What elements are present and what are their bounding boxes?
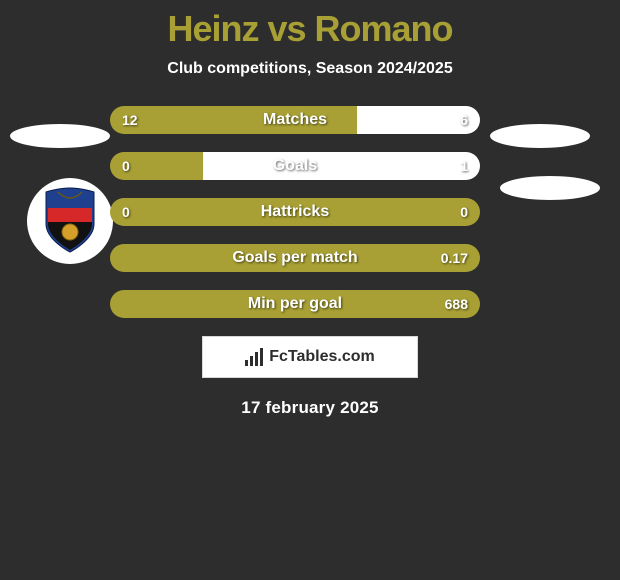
stat-row: Min per goal 688 [0,290,620,318]
bar-left-fill [110,152,203,180]
stat-row: 12 Matches 6 [0,106,620,134]
stat-row: Goals per match 0.17 [0,244,620,272]
bar-track [110,198,480,226]
brand-box: FcTables.com [202,336,418,378]
bar-track [110,290,480,318]
bar-right-fill [357,106,480,134]
bar-right-fill [203,152,481,180]
bar-track [110,244,480,272]
container: Heinz vs Romano Club competitions, Seaso… [0,0,620,580]
stat-row: 0 Goals 1 [0,152,620,180]
stat-row: 0 Hattricks 0 [0,198,620,226]
bar-track [110,152,480,180]
bar-left-fill [110,244,480,272]
bar-left-fill [110,290,480,318]
bar-left-fill [110,198,480,226]
brand-bars-icon [245,348,263,366]
date-text: 17 february 2025 [0,398,620,418]
bar-left-fill [110,106,357,134]
subtitle: Club competitions, Season 2024/2025 [0,60,620,78]
stats-bars: 12 Matches 6 0 Goals 1 0 Hattricks 0 [0,106,620,318]
brand-label: FcTables.com [269,348,375,366]
page-title: Heinz vs Romano [0,0,620,50]
bar-track [110,106,480,134]
brand-text: FcTables.com [245,348,375,366]
